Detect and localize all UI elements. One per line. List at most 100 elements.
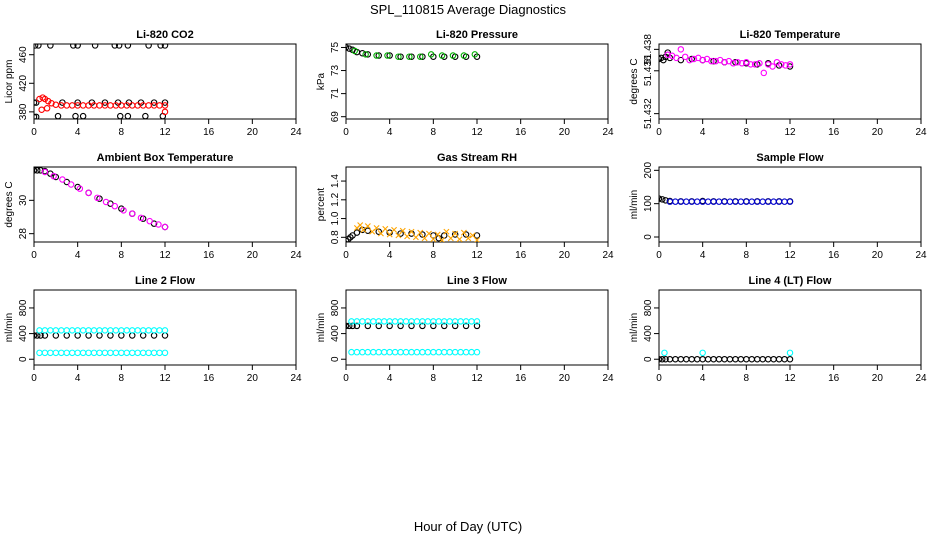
y-axis-label: degrees C [629,58,640,104]
panel-title: Sample Flow [756,152,824,164]
x-tick-label: 20 [559,373,571,384]
data-point [101,327,109,334]
data-point [346,237,350,242]
y-tick-label: 51.436 [643,55,654,86]
y-axis-label: percent [316,188,327,222]
x-tick-label: 8 [119,250,125,261]
data-point [35,44,42,49]
x-tick-label: 16 [828,127,840,138]
data-point [440,348,448,356]
x-tick-label: 8 [431,250,437,261]
data-point [41,168,49,176]
x-tick-label: 8 [431,373,437,384]
data-point [462,322,470,330]
data-point [430,236,437,242]
y-axis-label: ml/min [4,313,15,342]
data-point [721,355,728,363]
data-point [349,322,356,330]
x-tick-label: 24 [915,127,927,138]
data-point [386,229,393,236]
data-point [781,198,788,205]
data-point [672,198,679,205]
data-point [161,99,169,106]
data-point [769,63,776,70]
data-point [399,227,406,234]
data-point [134,349,141,357]
y-axis-label: ml/min [629,313,640,342]
data-point [408,348,415,356]
data-point [672,355,679,363]
data-point [145,44,152,49]
data-point [359,348,366,356]
data-point [161,349,169,357]
plot-frame [33,166,297,243]
data-point [357,222,364,229]
data-point [402,348,410,356]
data-point [413,348,421,356]
data-point [359,49,366,57]
data-point [391,318,399,325]
series-group [346,318,481,356]
data-point [662,355,669,363]
data-point [451,348,459,356]
data-point [457,348,464,356]
data-point [74,44,81,49]
data-point [408,322,415,330]
data-point [471,51,479,58]
data-point [473,318,481,325]
data-point [419,53,426,60]
data-point [123,327,131,334]
x-tick-label: 20 [247,127,259,138]
data-point [664,51,671,58]
data-point [473,232,481,239]
data-point [778,61,785,68]
data-point [764,355,772,363]
data-point [424,318,432,325]
data-point [462,231,470,238]
data-point [161,44,169,49]
data-point [156,327,163,334]
data-point [699,349,706,357]
data-point [47,44,54,49]
data-point [786,63,794,70]
x-tick-label: 24 [290,250,302,261]
data-point [474,237,480,242]
data-point [79,112,87,119]
data-point [439,237,446,242]
x-tick-label: 24 [602,250,614,261]
data-point [683,355,690,363]
data-point [364,322,372,330]
x-tick-label: 12 [159,127,171,138]
data-point [124,44,132,49]
data-point [659,195,663,202]
data-point [380,318,388,325]
data-point [786,349,794,357]
y-tick-label: 400 [18,325,29,342]
y-tick-label: 71 [330,88,341,100]
data-point [681,53,689,61]
x-tick-label: 4 [387,250,393,261]
data-point [157,44,164,49]
data-point [452,230,459,237]
data-point [690,55,698,63]
data-point [734,58,741,66]
x-tick-label: 0 [31,127,37,138]
data-point [434,231,441,238]
x-tick-label: 24 [602,373,614,384]
series-group [34,167,169,231]
y-tick-label: 69 [330,111,341,123]
x-tick-label: 16 [203,250,215,261]
data-point [786,198,794,205]
data-point [382,225,389,232]
data-point [47,349,54,357]
data-point [686,56,693,64]
data-point [161,223,169,231]
data-point [74,99,81,106]
data-point [715,355,723,363]
x-tick-label: 12 [784,127,796,138]
data-point [386,231,393,238]
y-tick-label: 73 [330,65,341,77]
data-point [54,112,62,119]
